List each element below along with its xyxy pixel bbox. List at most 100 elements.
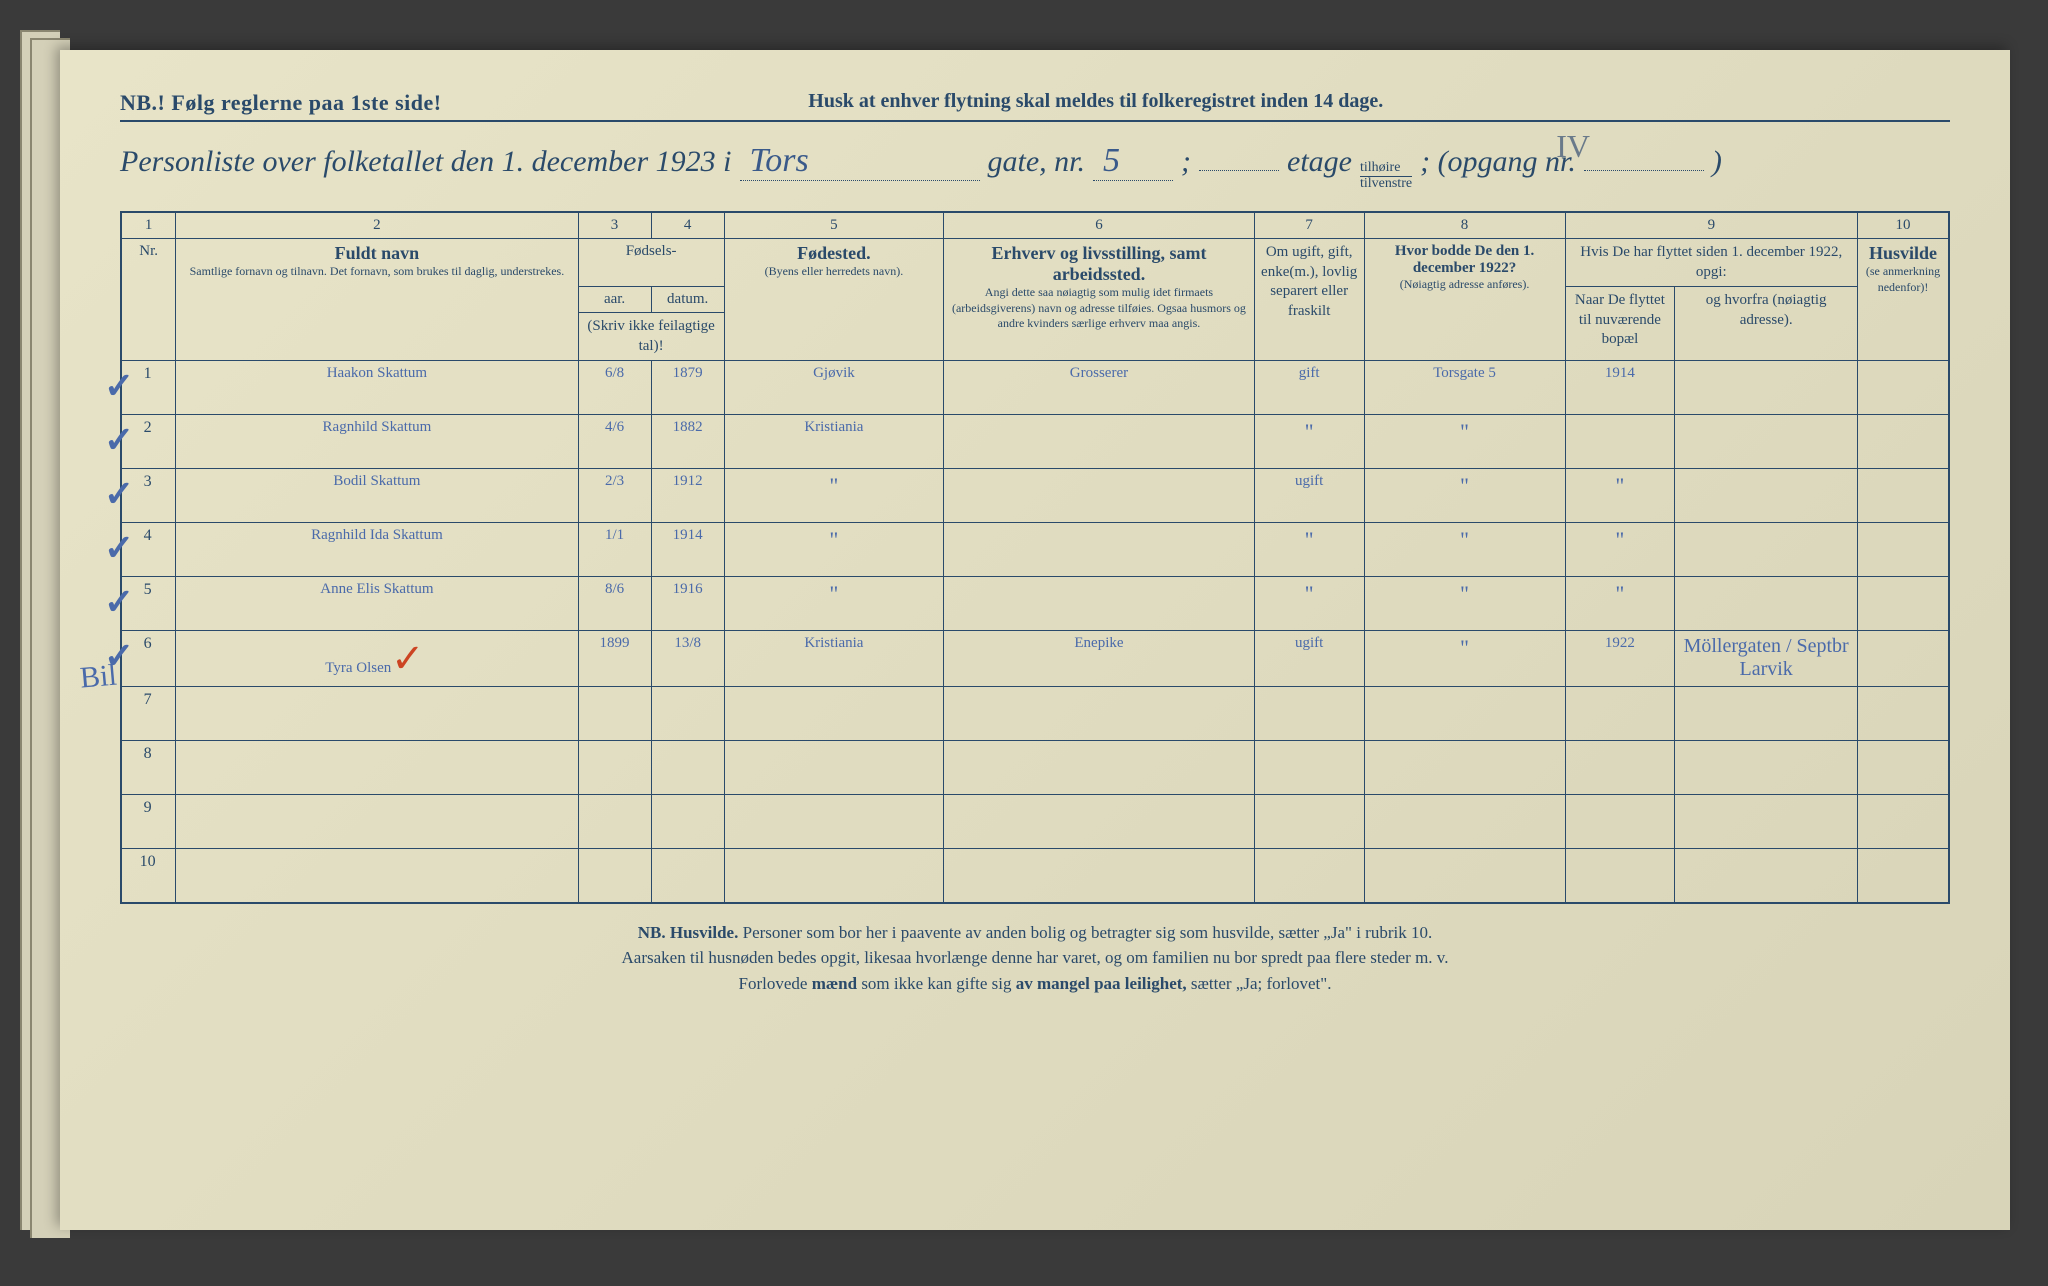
row-when-moved: " <box>1565 577 1675 631</box>
page-stack: IV NB.! Følg reglerne paa 1ste side! Hus… <box>20 30 2020 1250</box>
table-body: ✓1 Haakon Skattum 6/8 1879 Gjøvik Grosse… <box>121 361 1949 903</box>
col-occupation: Erhverv og livsstilling, samt arbeidsste… <box>944 239 1255 361</box>
table-row-empty: 8 <box>121 741 1949 795</box>
empty-cell <box>176 741 578 795</box>
row-prev-addr: " <box>1364 415 1565 469</box>
empty-cell <box>1858 687 1949 741</box>
empty-cell <box>1364 849 1565 903</box>
col-date: datum. <box>651 287 724 313</box>
empty-cell <box>1858 741 1949 795</box>
col-hus-main: Husvilde <box>1864 243 1942 264</box>
row-nr: 9 <box>121 795 176 849</box>
header-spacer <box>1750 90 1950 116</box>
col-status: Om ugift, gift, enke(m.), lovlig separer… <box>1254 239 1364 361</box>
table-row-empty: 7 <box>121 687 1949 741</box>
col-husvilde: Husvilde (se anmerkning nedenfor)! <box>1858 239 1949 361</box>
row-status: " <box>1254 415 1364 469</box>
row-year: 8/6 <box>578 577 651 631</box>
empty-cell <box>944 741 1255 795</box>
row-husvilde <box>1858 577 1949 631</box>
row-occupation <box>944 469 1255 523</box>
row-nr: 8 <box>121 741 176 795</box>
row-husvilde <box>1858 415 1949 469</box>
empty-cell <box>1364 741 1565 795</box>
table-row: ✓2 Ragnhild Skattum 4/6 1882 Kristiania … <box>121 415 1949 469</box>
row-where-from: Möllergaten / Septbr Larvik <box>1675 631 1858 687</box>
row-prev-addr: " <box>1364 523 1565 577</box>
empty-cell <box>1675 849 1858 903</box>
roman-numeral-note: IV <box>1556 128 1590 165</box>
empty-cell <box>651 795 724 849</box>
empty-cell <box>651 741 724 795</box>
row-nr: 7 <box>121 687 176 741</box>
row-date: 13/8 <box>651 631 724 687</box>
footer-note: NB. Husvilde. Personer som bor her i paa… <box>120 920 1950 997</box>
row-occupation <box>944 577 1255 631</box>
empty-cell <box>578 687 651 741</box>
colnum: 5 <box>724 212 943 239</box>
row-name: Haakon Skattum <box>176 361 578 415</box>
colnum: 7 <box>1254 212 1364 239</box>
colnum: 4 <box>651 212 724 239</box>
row-date: 1879 <box>651 361 724 415</box>
head-row-1: Nr. Fuldt navn Samtlige fornavn og tilna… <box>121 239 1949 287</box>
col-name: Fuldt navn Samtlige fornavn og tilnavn. … <box>176 239 578 361</box>
row-year: 6/8 <box>578 361 651 415</box>
row-status: " <box>1254 523 1364 577</box>
table-row-empty: 9 <box>121 795 1949 849</box>
row-status: ugift <box>1254 631 1364 687</box>
row-date: 1882 <box>651 415 724 469</box>
census-table: 1 2 3 4 5 6 7 8 9 10 Nr. Fuldt navn Samt… <box>120 211 1950 904</box>
footer-line3e: sætter „Ja; forlovet". <box>1191 974 1332 993</box>
empty-cell <box>176 849 578 903</box>
col-hus-sub: (se anmerkning nedenfor)! <box>1864 264 1942 295</box>
colnum: 3 <box>578 212 651 239</box>
row-husvilde <box>1858 361 1949 415</box>
row-nr: ✓4 <box>121 523 176 577</box>
empty-cell <box>1675 795 1858 849</box>
empty-cell <box>944 795 1255 849</box>
row-when-moved: " <box>1565 523 1675 577</box>
footer-line2: Aarsaken til husnøden bedes opgit, likes… <box>622 948 1449 967</box>
empty-cell <box>176 687 578 741</box>
row-occupation: Enepike <box>944 631 1255 687</box>
row-birthplace: Kristiania <box>724 631 943 687</box>
col-moved: Hvis De har flyttet siden 1. december 19… <box>1565 239 1857 287</box>
empty-cell <box>1254 849 1364 903</box>
row-where-from <box>1675 577 1858 631</box>
row-where-from <box>1675 469 1858 523</box>
title-prefix: Personliste over folketallet den 1. dece… <box>120 145 732 179</box>
footer-line3a: Forlovede <box>739 974 812 993</box>
colnum: 10 <box>1858 212 1949 239</box>
row-prev-addr: " <box>1364 631 1565 687</box>
empty-cell <box>944 687 1255 741</box>
footer-line3c: som ikke kan gifte sig <box>861 974 1015 993</box>
col-birth: Fødsels- <box>578 239 724 287</box>
footer-line1: Personer som bor her i paavente av anden… <box>743 923 1433 942</box>
etage-fill <box>1199 170 1279 171</box>
gate-nr-fill: 5 <box>1093 142 1173 181</box>
row-husvilde <box>1858 523 1949 577</box>
side-annotation: Bil <box>79 658 119 695</box>
row-name: Ragnhild Skattum <box>176 415 578 469</box>
col-birthplace: Fødested. (Byens eller herredets navn). <box>724 239 943 361</box>
row-occupation <box>944 415 1255 469</box>
row-date: 1912 <box>651 469 724 523</box>
row-name: Anne Elis Skattum <box>176 577 578 631</box>
row-name: Bodil Skattum <box>176 469 578 523</box>
row-when-moved: " <box>1565 469 1675 523</box>
row-where-from <box>1675 523 1858 577</box>
row-occupation <box>944 523 1255 577</box>
frac-bot: tilvenstre <box>1360 177 1412 191</box>
colnum: 9 <box>1565 212 1857 239</box>
row-birthplace: Kristiania <box>724 415 943 469</box>
row-year: 1/1 <box>578 523 651 577</box>
col-name-main: Fuldt navn <box>182 243 571 264</box>
empty-cell <box>1858 849 1949 903</box>
table-row-empty: 10 <box>121 849 1949 903</box>
col-prev-sub: (Nøiagtig adresse anføres). <box>1371 277 1559 293</box>
colnum: 8 <box>1364 212 1565 239</box>
empty-cell <box>1565 741 1675 795</box>
title-row: Personliste over folketallet den 1. dece… <box>120 142 1950 191</box>
empty-cell <box>1254 795 1364 849</box>
